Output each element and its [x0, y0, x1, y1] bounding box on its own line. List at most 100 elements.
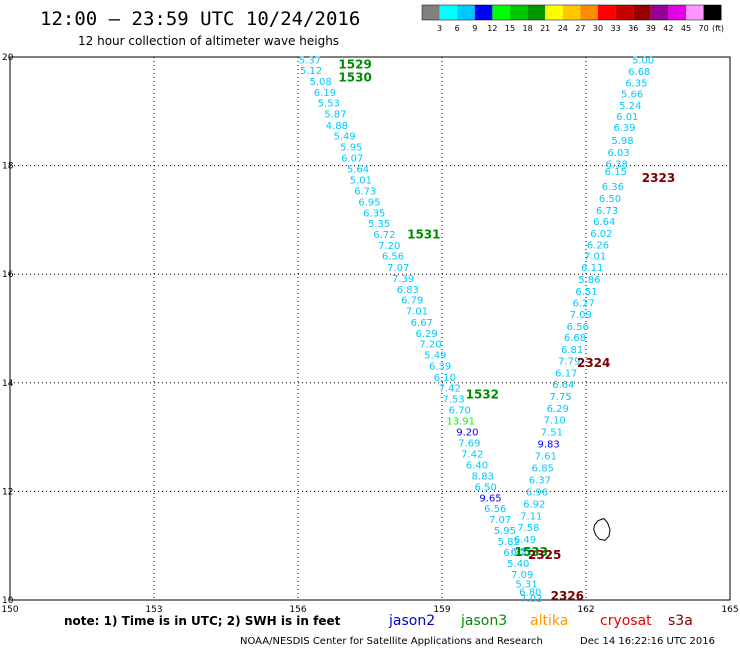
- colorbar-label: 6: [455, 24, 460, 33]
- wave-height-value: 6.56: [382, 252, 404, 263]
- wave-height-value: 6.49: [514, 535, 536, 546]
- chart-title: 12:00 – 23:59 UTC 10/24/2016: [40, 8, 360, 30]
- wave-height-value: 7.09: [570, 310, 592, 321]
- wave-height-value: 7.75: [549, 392, 571, 403]
- satellite-s3a: s3a: [668, 613, 693, 629]
- colorbar-label: 36: [628, 24, 638, 33]
- wave-height-value: 6.83: [397, 285, 419, 296]
- wave-height-value: 6.80: [519, 587, 541, 598]
- wave-height-value: 6.52: [511, 547, 533, 558]
- wave-height-value: 7.03: [520, 594, 542, 605]
- colorbar-label: 3: [437, 24, 442, 33]
- wave-height-value: 5.87: [324, 110, 346, 121]
- colorbar-swatch: [510, 5, 528, 20]
- x-tick-label: 156: [289, 605, 306, 615]
- wave-height-value: 7.42: [461, 449, 483, 460]
- wave-height-value: 7.07: [489, 515, 511, 526]
- colorbar-label: 70: [699, 24, 709, 33]
- pass-label: 2325: [528, 548, 561, 562]
- wave-height-value: 6.01: [616, 112, 638, 123]
- wave-height-value: 6.03: [607, 148, 629, 159]
- wave-height-value: 5.98: [611, 136, 633, 147]
- axis-tick-labels: 150 153 156 159 162 165 10 12 14 16 18 20: [1, 53, 738, 615]
- plot-frame: [9, 56, 731, 601]
- wave-height-value: 6.64: [552, 380, 574, 391]
- wave-height-value: 6.39: [613, 123, 635, 134]
- colorbar-label: 15: [505, 24, 515, 33]
- wave-height-value: 6.73: [354, 187, 376, 198]
- colorbar-label: 12: [487, 24, 497, 33]
- pass-label: 1530: [338, 71, 371, 85]
- wave-height-value: 6.92: [523, 499, 545, 510]
- colorbar-label: 9: [472, 24, 477, 33]
- wave-height-value: 5.24: [619, 101, 641, 112]
- wave-height-value: 6.85: [532, 464, 554, 475]
- wave-height-value: 9.65: [479, 493, 501, 504]
- colorbar-swatch: [650, 5, 669, 20]
- y-tick-label: 20: [2, 53, 14, 63]
- colorbar-border: [421, 4, 722, 21]
- colorbar-swatch: [439, 5, 458, 20]
- y-tick-label: 14: [2, 379, 14, 389]
- wave-height-value: 5.40: [507, 559, 529, 570]
- wave-height-value: 4.88: [326, 121, 348, 132]
- wave-height-value: 7.09: [511, 570, 533, 581]
- y-tick-label: 18: [2, 162, 14, 172]
- wave-height-value: 9.83: [537, 440, 559, 451]
- wave-height-value: 6.51: [575, 287, 597, 298]
- wave-height-value: 5.12: [300, 66, 322, 77]
- pass-label: 2323: [642, 171, 675, 185]
- colorbar-label: 18: [523, 24, 533, 33]
- colorbar-swatch: [615, 5, 634, 20]
- colorbar-swatch: [668, 5, 686, 20]
- colorbar-label: 45: [681, 24, 691, 33]
- wave-height-value: 5.37: [299, 56, 321, 67]
- wave-height-value: 6.50: [599, 194, 621, 205]
- y-tick-label: 12: [2, 487, 13, 497]
- wave-height-value: 5.82: [498, 537, 520, 548]
- wave-height-value: 6.68: [628, 67, 650, 78]
- colorbar-swatch: [633, 5, 651, 20]
- wave-height-value: 7.61: [535, 452, 557, 463]
- colorbar-label: 30: [593, 24, 603, 33]
- wave-height-value: 7.51: [541, 428, 563, 439]
- wave-height-value: 6.02: [590, 229, 612, 240]
- wave-height-value: 6.19: [314, 88, 336, 99]
- colorbar-swatch: [422, 5, 440, 20]
- wave-height-value: 7.53: [442, 395, 464, 406]
- pass-label: 1532: [466, 388, 499, 402]
- wave-height-value: 7.79: [558, 357, 580, 368]
- coastline-outline: [593, 517, 611, 541]
- colorbar-swatch: [457, 5, 475, 20]
- wave-height-value: 6.29: [415, 329, 437, 340]
- wave-height-value: 5.08: [309, 77, 331, 88]
- colorbar-swatch: [703, 5, 722, 20]
- wave-height-value: 6.35: [363, 208, 385, 219]
- wave-height-value: 7.42: [439, 384, 461, 395]
- colorbar-label: 39: [646, 24, 656, 33]
- colorbar-label: 27: [575, 24, 585, 33]
- wave-height-value: 7.20: [378, 241, 400, 252]
- colorbar-legend: 3 6 9 12 15 18 21 24 27 30 33 36 39 42 45 70: [421, 4, 722, 33]
- wave-height-value: 6.68: [564, 333, 586, 344]
- chart-subtitle: 12 hour collection of altimeter wave hei…: [78, 34, 339, 48]
- colorbar-swatch: [562, 5, 581, 20]
- wave-height-value: 5.49: [333, 132, 355, 143]
- wave-height-value: 7.11: [520, 511, 542, 522]
- x-tick-label: 165: [721, 605, 738, 615]
- wave-height-value: 6.11: [581, 263, 603, 274]
- wave-height-value: 6.81: [561, 345, 583, 356]
- wave-height-value: 7.39: [392, 274, 414, 285]
- wave-height-value: 13.91: [446, 416, 475, 427]
- wave-height-value: 7.20: [419, 340, 441, 351]
- wave-height-value: 6.70: [449, 405, 471, 416]
- wave-height-value: 6.10: [434, 373, 456, 384]
- wave-height-value: 5.64: [347, 164, 369, 175]
- wave-height-value: 6.26: [587, 240, 609, 251]
- wave-height-value: 6.40: [466, 460, 488, 471]
- colorbar-unit: (ft): [712, 24, 724, 33]
- footer-credit: NOAA/NESDIS Center for Satellite Applica…: [240, 636, 543, 647]
- satellite-jason2: jason2: [388, 613, 435, 629]
- footer-timestamp: Dec 14 16:22:16 UTC 2016: [580, 636, 715, 647]
